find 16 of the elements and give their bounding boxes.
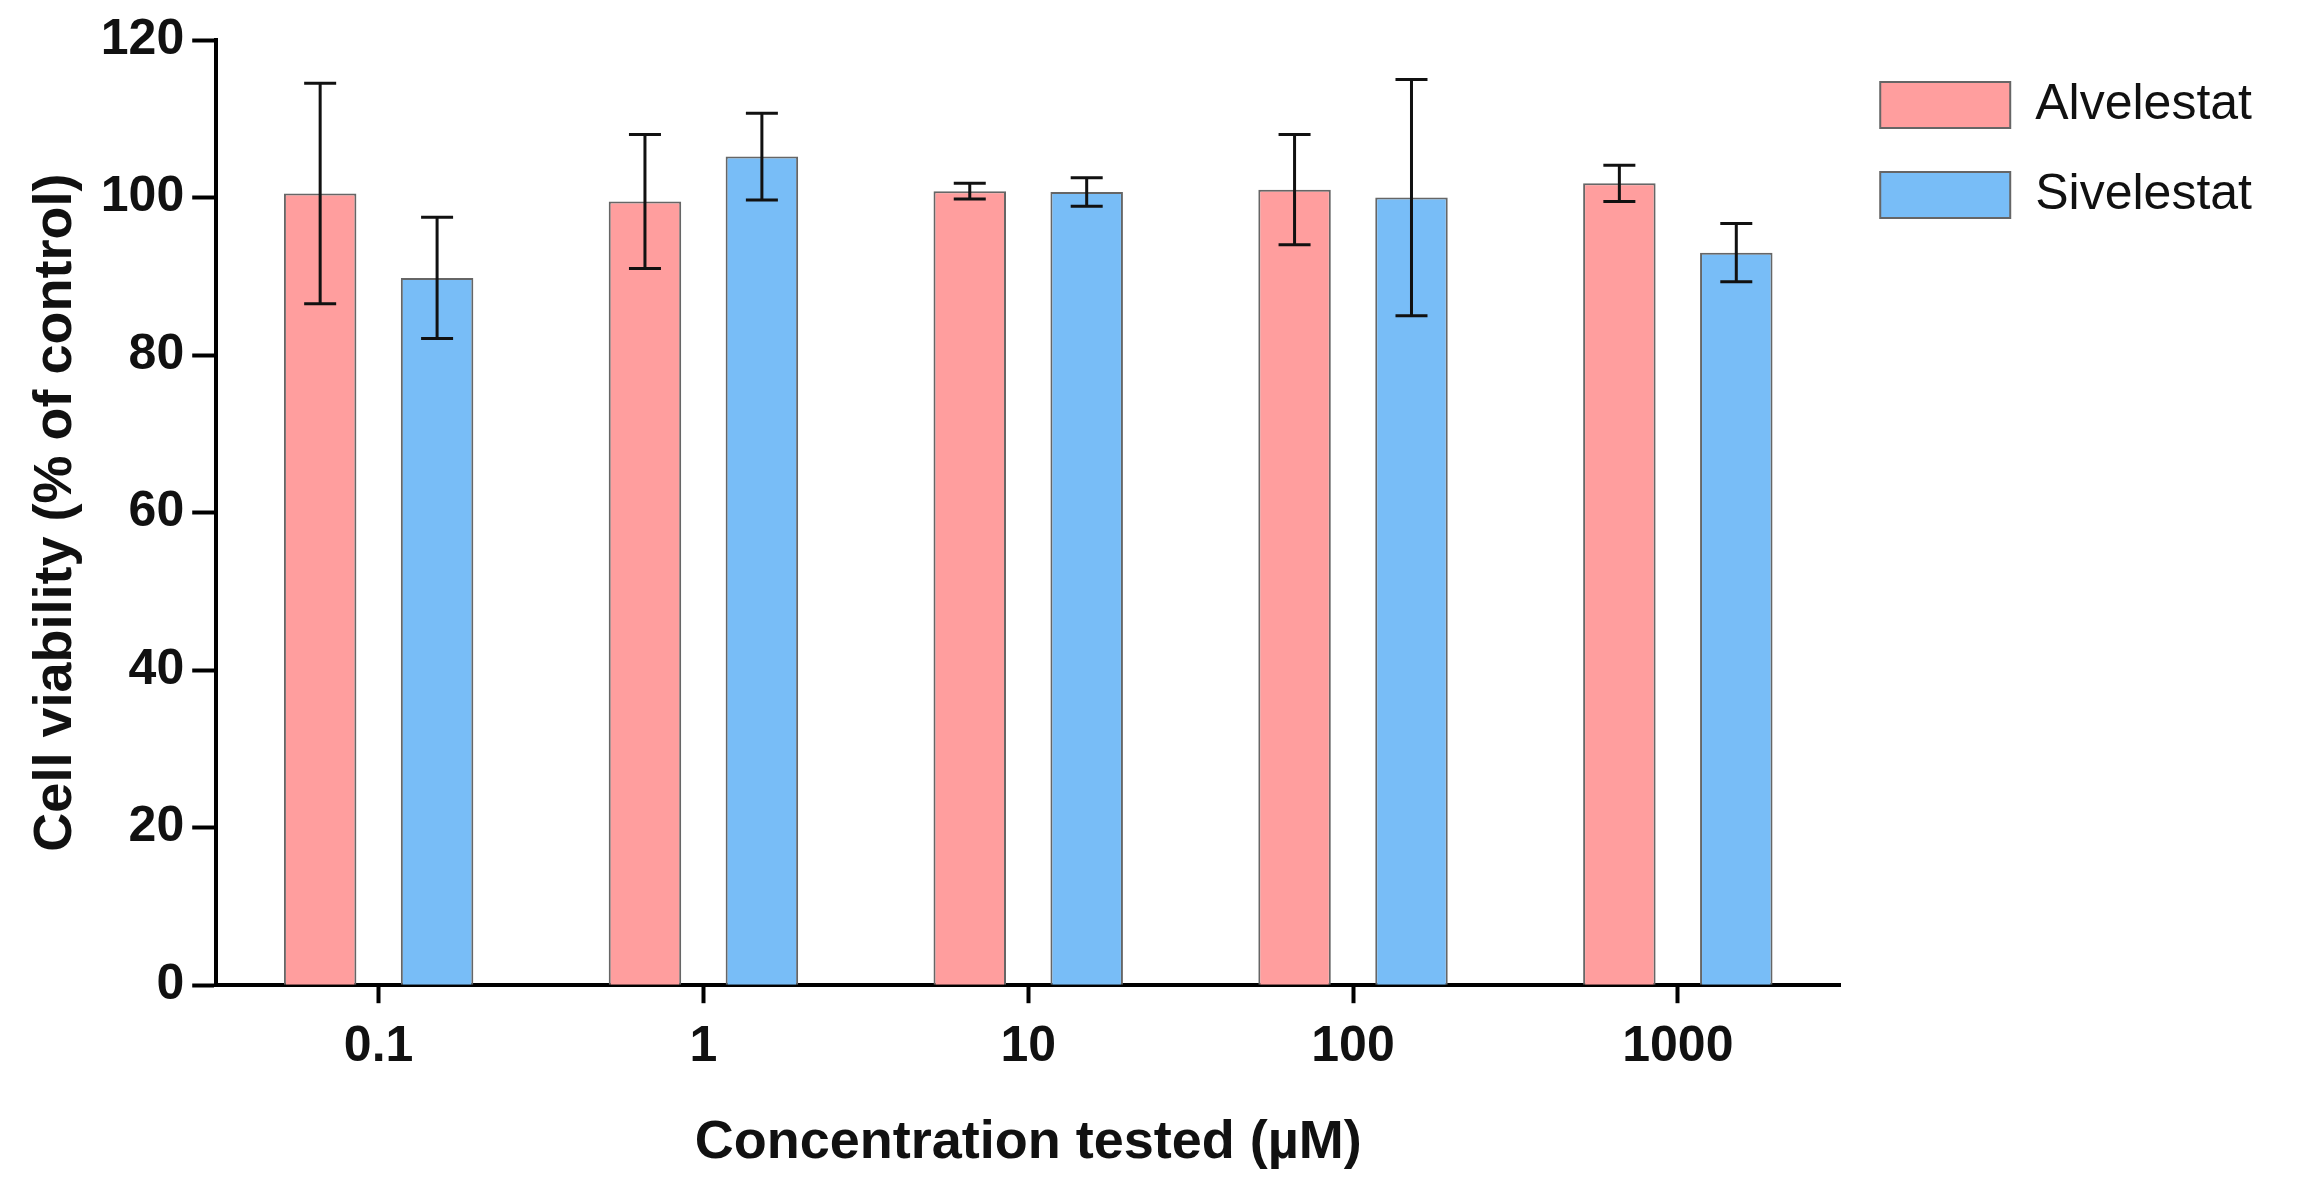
x-tick-label: 10 [1000,1015,1057,1072]
y-tick-label: 60 [128,481,185,538]
y-tick-label: 120 [100,8,185,65]
y-axis-title: Cell viability (% of control) [22,173,83,852]
x-tick-label: 1 [689,1015,718,1072]
x-axis-title: Concentration tested (µM) [694,1109,1362,1170]
y-tick-label: 20 [128,796,185,853]
y-tick-label: 0 [156,953,185,1010]
x-tick-label: 0.1 [343,1015,414,1072]
legend-label: Sivelestat [2035,163,2253,220]
x-tick-label: 1000 [1622,1015,1734,1072]
x-tick-label: 100 [1311,1015,1395,1072]
y-tick-label: 80 [128,323,185,380]
legend-label: Alvelestat [2035,73,2253,130]
y-tick-label: 100 [100,166,185,223]
y-tick-label: 40 [128,638,185,695]
